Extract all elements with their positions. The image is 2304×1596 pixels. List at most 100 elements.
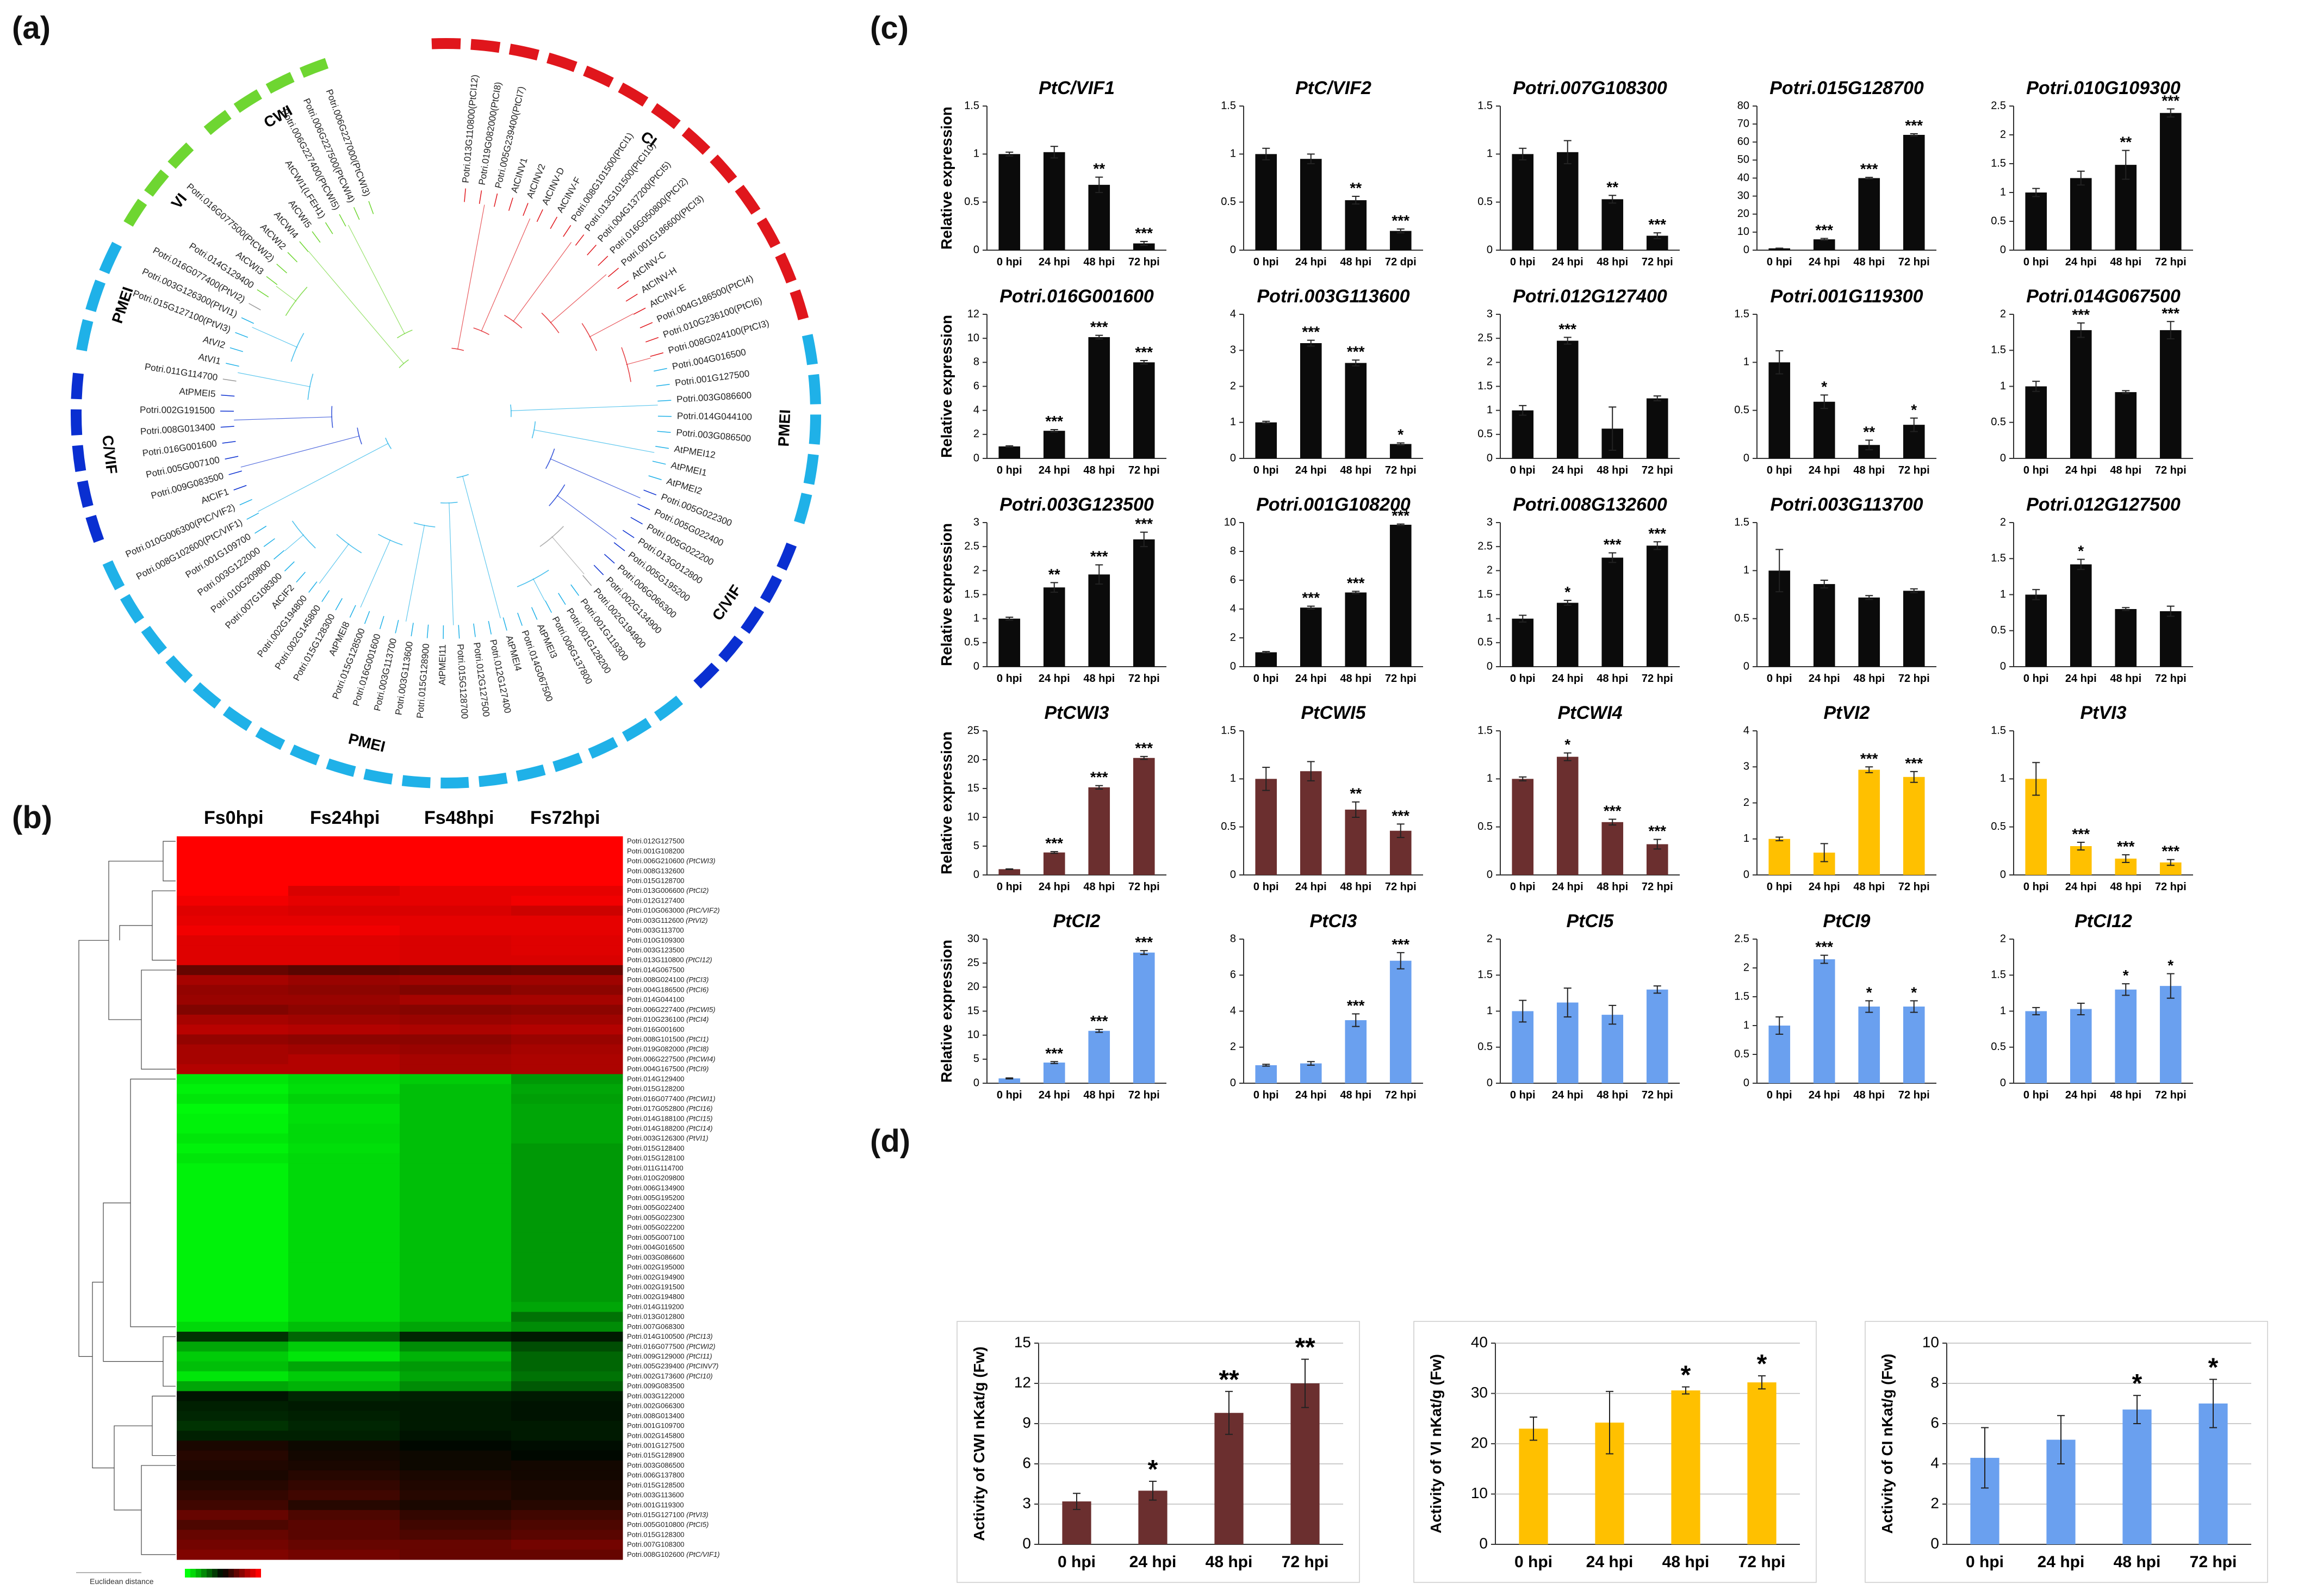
heatmap-cell: [511, 1123, 623, 1134]
chart-title: PtCWI4: [1558, 703, 1623, 723]
x-tick-label: 0 hpi: [1253, 256, 1279, 268]
y-tick-label: 70: [1737, 117, 1749, 129]
bar-chart: 0 0.5 1 1.5 2 0 hpi 24 hpi 48 hpi 72 hpi PtCI5: [1477, 911, 1680, 1101]
y-tick-label: 0: [1743, 1077, 1749, 1089]
tree-branch: [657, 431, 671, 433]
bar: [2159, 611, 2182, 667]
tree-branch: [221, 394, 235, 397]
x-tick-label: 48 hpi: [1597, 256, 1628, 268]
chart-title: PtCI5: [1567, 911, 1614, 931]
x-tick-label: 48 hpi: [1083, 464, 1115, 476]
heatmap-cell: [511, 1312, 623, 1322]
y-tick-label: 4: [1930, 1454, 1939, 1471]
x-tick-label: 24 hpi: [1552, 881, 1583, 893]
tree-branch: [312, 231, 321, 243]
clade-arc-segment: [299, 58, 329, 78]
y-tick-label: 2.5: [1734, 933, 1749, 945]
heatmap-cell: [511, 1361, 623, 1372]
heatmap-row-label: Potri.016G077500 (PtCWI2): [627, 1342, 716, 1350]
significance-mark: ***: [1604, 803, 1622, 819]
heatmap-cell: [400, 1302, 512, 1313]
heatmap-cell: [177, 886, 289, 896]
heatmap-cell: [288, 1272, 400, 1283]
y-tick-label: 1: [1487, 404, 1493, 416]
bar: [1813, 401, 1835, 458]
significance-mark: ***: [1090, 319, 1108, 336]
heatmap-row-label: Potri.013G110800 (PtCI12): [627, 956, 712, 964]
y-tick-label: 1: [1487, 148, 1493, 160]
heatmap-cell: [400, 1500, 512, 1511]
clade-arc-segment: [802, 334, 818, 365]
tree-branch: [228, 470, 242, 475]
clade-arc-segment: [651, 103, 681, 129]
x-tick-label: 72 hpi: [2155, 256, 2187, 268]
bar: [998, 1078, 1021, 1083]
y-tick-label: 0.5: [1477, 1041, 1493, 1053]
y-tick-label: 2: [1230, 380, 1236, 392]
significance-mark: *: [2123, 967, 2129, 984]
tree-branch: [587, 244, 597, 256]
significance-mark: ***: [1905, 117, 1923, 134]
heatmap-cell: [400, 1084, 512, 1095]
clade-arc-segment: [808, 374, 821, 405]
bar: [1858, 769, 1880, 875]
significance-mark: **: [1219, 1365, 1239, 1394]
bar: [1813, 584, 1835, 667]
heatmap-cell: [511, 915, 623, 926]
significance-mark: *: [2208, 1353, 2219, 1382]
heatmap-cell: [177, 965, 289, 976]
clade-arc-segment: [809, 414, 821, 445]
bar-chart: 0 0.5 1 1.5 2 0 hpi *** 24 hpi 48 hpi *** 72 hpi Po…: [1991, 286, 2193, 476]
y-tick-label: 0: [1743, 868, 1749, 880]
tree-branch: [593, 564, 604, 575]
bar: [1345, 1020, 1367, 1083]
bar: [1389, 444, 1412, 458]
heatmap-row-label: Potri.015G128900: [627, 1451, 685, 1460]
heatmap-row-label: Potri.015G128500: [627, 1481, 685, 1489]
y-tick-label: 1: [2000, 773, 2006, 785]
significance-mark: ***: [1815, 939, 1833, 955]
heatmap-cell: [511, 975, 623, 985]
heatmap: Potri.012G127500 Potri.001G108200 Potri.00…: [76, 836, 720, 1578]
tree-internal-branch: [457, 204, 485, 350]
y-tick-label: 0.5: [1477, 821, 1493, 833]
heatmap-cell: [288, 1123, 400, 1134]
heatmap-cell: [511, 896, 623, 906]
heatmap-cell: [400, 1153, 512, 1164]
tree-branch: [426, 624, 429, 638]
clade-arc-segment: [618, 82, 649, 107]
clade-arc-segment: [710, 154, 737, 184]
heatmap-cell: [400, 1470, 512, 1481]
heatmap-cell: [400, 1431, 512, 1441]
bar-chart: 0 0.5 1 1.5 0 hpi 24 hpi 48 hpi 72 hpi Potri.003…: [1734, 494, 1936, 685]
bar: [1512, 154, 1534, 250]
heatmap-cell: [511, 1331, 623, 1342]
y-tick-label: 0: [2000, 868, 2006, 880]
tree-branch: [648, 475, 662, 480]
tree-tip-label: AtPMEI1: [670, 460, 708, 479]
bar: [1043, 431, 1065, 458]
heatmap-cell: [288, 1321, 400, 1332]
heatmap-row-label: Potri.002G194800: [627, 1293, 685, 1301]
bar: [998, 446, 1021, 458]
y-tick-label: 2: [1230, 1041, 1236, 1053]
tree-branch: [558, 593, 566, 605]
heatmap-cell: [288, 856, 400, 867]
y-tick-label: 0.5: [1221, 821, 1236, 833]
x-tick-label: 0 hpi: [1253, 673, 1279, 685]
x-tick-label: 72 hpi: [2190, 1553, 2237, 1571]
tree-branch: [625, 294, 638, 302]
x-tick-label: 24 hpi: [1129, 1553, 1177, 1571]
heatmap-cell: [400, 1074, 512, 1084]
heatmap-row-label: Potri.003G122000: [627, 1392, 685, 1400]
clade-arc-segment: [756, 218, 781, 249]
bar: [1903, 777, 1925, 875]
clade-arc-segment: [741, 606, 765, 634]
tree-branch: [308, 581, 318, 593]
y-tick-label: 10: [1224, 516, 1236, 528]
tree-internal-branch: [481, 218, 531, 332]
heatmap-cell: [400, 1549, 512, 1560]
bar: [1768, 362, 1791, 458]
heatmap-row-label: Potri.009G129000 (PtCI11): [627, 1352, 712, 1361]
significance-mark: ***: [1604, 536, 1622, 553]
